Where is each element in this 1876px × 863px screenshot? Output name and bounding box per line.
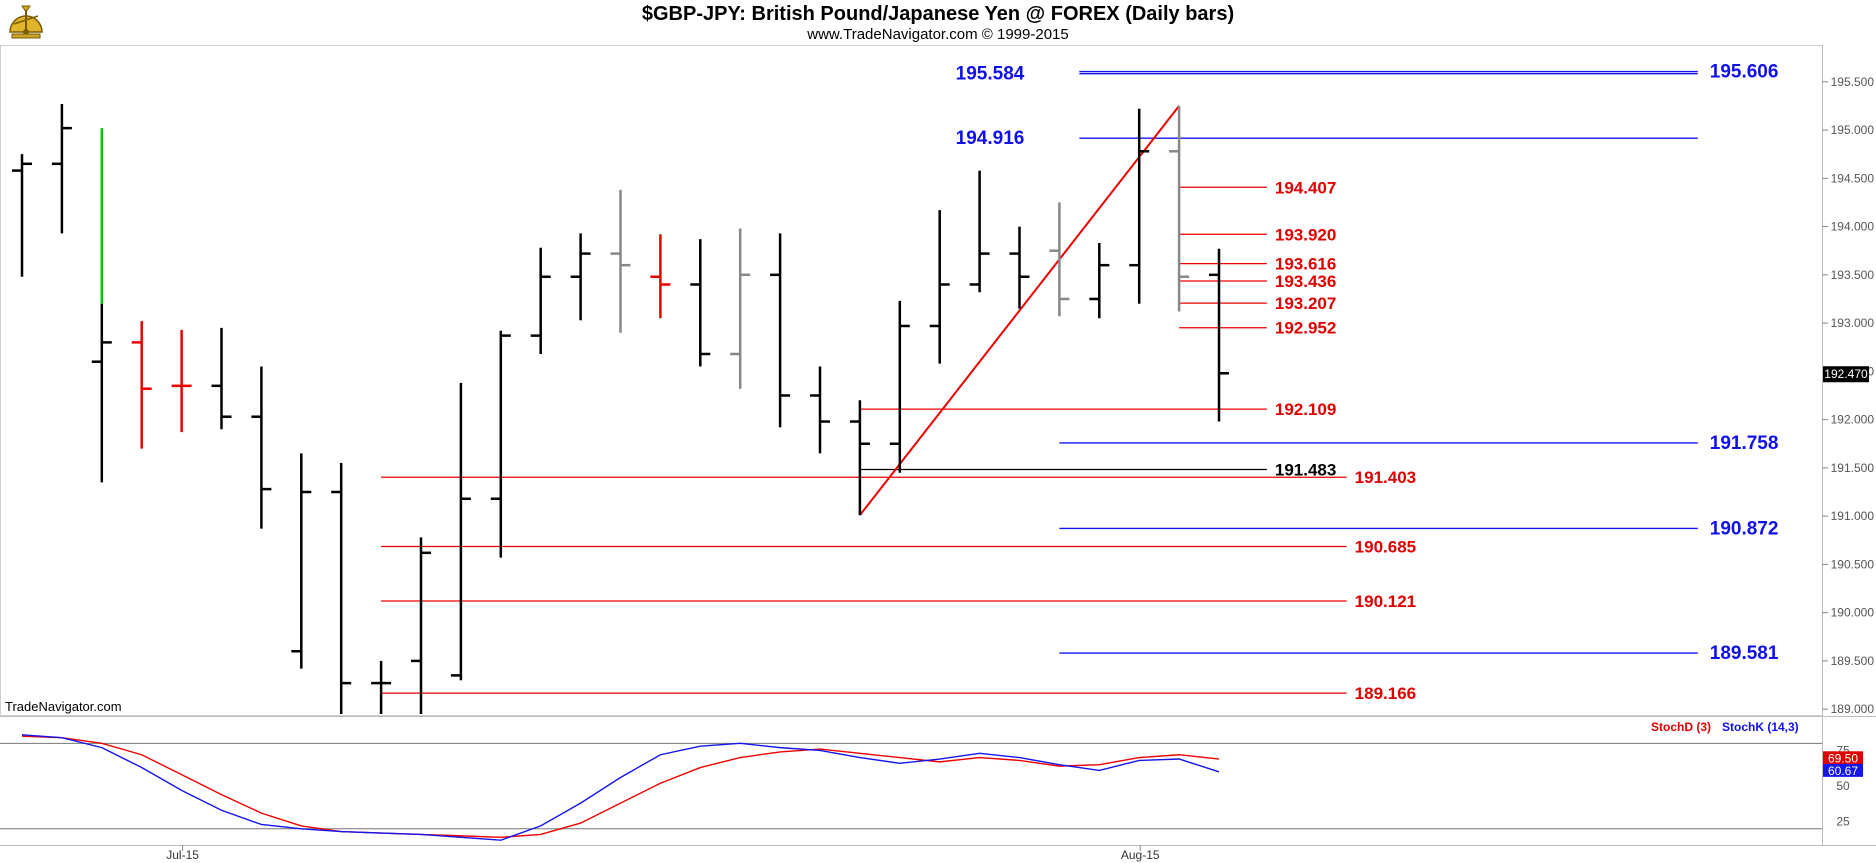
y-tick-label: 195.000 — [1831, 123, 1875, 137]
stochd-value-label: 69.50 — [1828, 751, 1858, 765]
ohlc-bar — [12, 154, 32, 277]
ohlc-bar — [650, 234, 671, 319]
ohlc-bar — [889, 300, 910, 473]
ohlc-bar — [530, 247, 551, 354]
level-label: 190.121 — [1355, 592, 1416, 611]
y-tick-label: 191.000 — [1831, 509, 1875, 523]
stoch-y-tick-label: 50 — [1836, 779, 1850, 793]
ohlc-bar — [411, 537, 431, 714]
ohlc-bar — [730, 228, 751, 389]
y-tick-label: 190.500 — [1831, 557, 1875, 571]
ohlc-bar — [291, 453, 312, 669]
ohlc-bar — [51, 103, 72, 234]
level-label: 193.920 — [1275, 225, 1336, 244]
level-label: 193.207 — [1275, 294, 1336, 313]
level-lines — [381, 70, 1698, 694]
level-label: 190.872 — [1710, 518, 1779, 539]
ohlc-bar — [770, 233, 791, 428]
ohlc-bar — [690, 239, 711, 367]
y-tick-label: 192.000 — [1831, 413, 1875, 427]
legend-stochd: StochD (3) — [1651, 720, 1711, 734]
x-tick-label: Jul-15 — [166, 848, 199, 862]
ohlc-bar — [171, 329, 192, 433]
stochk-value-label: 60.67 — [1828, 764, 1858, 778]
level-label: 191.758 — [1710, 433, 1779, 454]
ohlc-bar — [211, 327, 232, 430]
level-label: 194.407 — [1275, 178, 1336, 197]
ohlc-bar — [1049, 202, 1070, 317]
ohlc-bar — [251, 366, 272, 529]
ohlc-bar — [450, 382, 471, 681]
price-bars — [12, 103, 1229, 714]
level-label: 194.916 — [956, 128, 1025, 149]
y-tick-label: 194.500 — [1831, 171, 1875, 185]
price-y-axis: 195.500 195.000 194.500 194.000 193.500 193.0… — [1822, 75, 1874, 716]
level-label: 191.483 — [1275, 461, 1336, 480]
stochd-value-badge — [1823, 751, 1863, 765]
stochd-line — [21, 735, 1220, 839]
x-axis: Jul-15 Aug-15 — [166, 845, 1160, 862]
stoch-y-tick-label: 25 — [1836, 815, 1850, 829]
ohlc-bar — [929, 210, 950, 364]
ohlc-bar — [1089, 242, 1110, 319]
y-tick-label: 193.500 — [1831, 268, 1875, 282]
y-tick-label: 189.000 — [1831, 702, 1875, 716]
level-label: 189.581 — [1710, 643, 1779, 664]
ohlc-bar — [570, 233, 591, 321]
chart-subtitle: www.TradeNavigator.com © 1999-2015 — [806, 26, 1068, 43]
level-label: 192.952 — [1275, 319, 1336, 338]
level-labels: 195.584 195.606 194.916 194.407 193.920 193.6… — [956, 62, 1779, 704]
ohlc-bar — [610, 189, 631, 333]
trend-line — [859, 105, 1180, 516]
sextant-icon — [9, 5, 43, 39]
level-label: 190.685 — [1355, 538, 1416, 557]
trend-line-group — [859, 105, 1180, 516]
last-price-label: 192.470 — [1824, 367, 1868, 381]
stochk-line — [21, 734, 1220, 841]
y-tick-label: 195.500 — [1831, 75, 1875, 89]
ohlc-bar — [331, 463, 352, 714]
legend-stochk: StochK (14,3) — [1722, 720, 1799, 734]
y-tick-label: 189.500 — [1831, 654, 1875, 668]
ohlc-bar — [131, 321, 152, 449]
level-label: 191.403 — [1355, 468, 1416, 487]
ohlc-bar — [490, 330, 511, 558]
level-label: 193.616 — [1275, 255, 1336, 274]
y-tick-label: 193.000 — [1831, 316, 1875, 330]
level-label: 195.584 — [956, 64, 1025, 85]
level-label: 195.606 — [1710, 62, 1779, 83]
watermark: TradeNavigator.com — [5, 699, 122, 714]
ohlc-bar — [849, 400, 870, 516]
x-tick-label: Aug-15 — [1121, 848, 1160, 862]
stochk-value-badge — [1823, 763, 1863, 777]
header: $GBP-JPY: British Pound/Japanese Yen @ F… — [9, 3, 1234, 43]
ohlc-bar — [371, 660, 392, 714]
ohlc-bar — [1129, 108, 1150, 304]
level-label: 192.109 — [1275, 400, 1336, 419]
y-tick-label: 191.500 — [1831, 461, 1875, 475]
price-panel — [0, 45, 1823, 716]
last-price-badge — [1823, 366, 1869, 383]
ohlc-bar — [91, 128, 112, 483]
level-label: 189.166 — [1355, 684, 1416, 703]
ohlc-bar — [1009, 226, 1030, 309]
chart-title: $GBP-JPY: British Pound/Japanese Yen @ F… — [642, 3, 1234, 25]
y-tick-label: 190.000 — [1831, 606, 1875, 620]
ohlc-bar — [1209, 248, 1229, 422]
y-tick-label: 194.000 — [1831, 220, 1875, 234]
ohlc-bar — [969, 170, 990, 293]
ohlc-bar — [810, 366, 830, 454]
level-label: 193.436 — [1275, 272, 1336, 291]
ohlc-bar — [1169, 105, 1190, 312]
